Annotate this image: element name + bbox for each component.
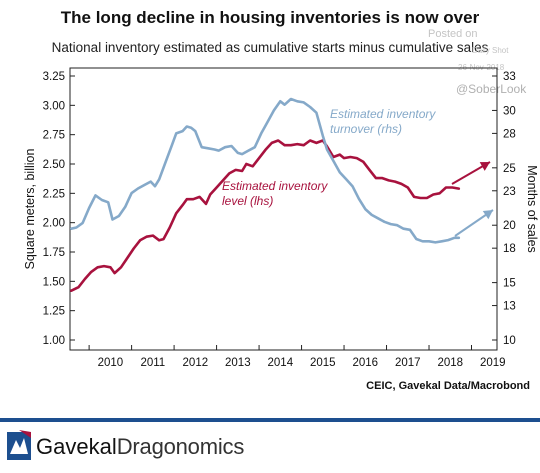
watermark-posted: Posted on: [428, 28, 478, 40]
left-axis-tick-label: 1.75: [43, 247, 65, 259]
gavekal-logo: GavekalDragonomics: [6, 428, 244, 468]
x-axis-tick-label: 2013: [225, 357, 251, 369]
right-axis-tick-label: 10: [503, 335, 516, 347]
series-label-turnover-line2: turnover (rhs): [330, 122, 402, 136]
left-axis-tick-label: 3.00: [43, 100, 65, 112]
right-axis-tick-label: 18: [503, 243, 516, 255]
left-axis-title: Square meters, billion: [23, 149, 37, 270]
series-label-level-line1: Estimated inventory: [222, 179, 328, 193]
right-axis-tick-label: 33: [503, 71, 516, 83]
right-axis-tick-label: 25: [503, 163, 516, 175]
trend-arrow-turnover-head: [482, 210, 493, 220]
left-axis-tick-label: 3.25: [43, 71, 65, 83]
x-axis-tick-label: 2018: [437, 357, 463, 369]
logo-mark-icon: [7, 430, 31, 460]
right-axis-tick-label: 30: [503, 105, 516, 117]
x-axis-tick-label: 2010: [98, 357, 124, 369]
left-axis-tick-label: 2.75: [43, 130, 65, 142]
logo-text-gavekal: Gavekal: [36, 434, 117, 459]
x-axis-tick-label: 2014: [268, 357, 294, 369]
right-axis-tick-label: 15: [503, 278, 516, 290]
trend-arrow-level-head: [479, 162, 490, 171]
x-axis-tick-label: 2012: [183, 357, 209, 369]
left-axis-tick-label: 2.00: [43, 218, 65, 230]
left-axis-tick-label: 1.00: [43, 335, 65, 347]
chart-subtitle: National inventory estimated as cumulati…: [51, 40, 489, 55]
left-axis-tick-label: 2.25: [43, 188, 65, 200]
series-line-inventory-level: [70, 139, 461, 293]
chart-title: The long decline in housing inventories …: [60, 8, 480, 27]
logo-text-dragonomics: Dragonomics: [116, 434, 245, 459]
x-axis-tick-label: 2017: [395, 357, 421, 369]
x-axis-tick-label: 2015: [310, 357, 336, 369]
series-label-turnover-line1: Estimated inventory: [330, 107, 436, 121]
right-axis-tick-label: 20: [503, 220, 516, 232]
x-axis-tick-label: 2019: [480, 357, 506, 369]
series-line-inventory-turnover: [70, 97, 461, 244]
footer-divider: [0, 418, 540, 422]
logo-wordmark: GavekalDragonomics: [36, 434, 244, 460]
watermark-source: Daily Shot: [472, 46, 509, 55]
left-axis-tick-label: 2.50: [43, 159, 65, 171]
left-axis-tick-label: 1.25: [43, 306, 65, 318]
plot-frame: [69, 67, 498, 351]
right-axis-tick-label: 23: [503, 186, 516, 198]
left-axis-tick-label: 1.50: [43, 276, 65, 288]
right-axis-tick-label: 13: [503, 301, 516, 313]
x-axis-tick-label: 2011: [140, 357, 165, 369]
watermark-handle: @SoberLook: [456, 82, 527, 96]
x-axis-tick-label: 2016: [352, 357, 378, 369]
right-axis-title: Months of sales: [525, 165, 539, 253]
source-note: CEIC, Gavekal Data/Macrobond: [366, 380, 530, 392]
right-axis-tick-label: 28: [503, 128, 516, 140]
series-label-level-line2: level (lhs): [222, 194, 273, 208]
